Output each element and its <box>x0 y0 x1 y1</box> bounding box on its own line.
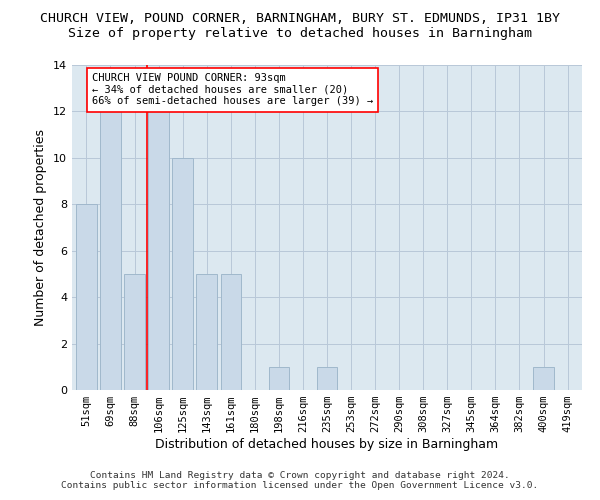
Bar <box>172 158 193 390</box>
Bar <box>76 204 97 390</box>
Text: Contains HM Land Registry data © Crown copyright and database right 2024.
Contai: Contains HM Land Registry data © Crown c… <box>61 470 539 490</box>
Y-axis label: Number of detached properties: Number of detached properties <box>34 129 47 326</box>
Bar <box>196 274 217 390</box>
Text: CHURCH VIEW POUND CORNER: 93sqm
← 34% of detached houses are smaller (20)
66% of: CHURCH VIEW POUND CORNER: 93sqm ← 34% of… <box>92 73 373 106</box>
Text: Size of property relative to detached houses in Barningham: Size of property relative to detached ho… <box>68 28 532 40</box>
Bar <box>221 274 241 390</box>
Bar <box>533 367 554 390</box>
Text: CHURCH VIEW, POUND CORNER, BARNINGHAM, BURY ST. EDMUNDS, IP31 1BY: CHURCH VIEW, POUND CORNER, BARNINGHAM, B… <box>40 12 560 26</box>
Bar <box>100 112 121 390</box>
Bar <box>148 112 169 390</box>
Bar <box>317 367 337 390</box>
Bar <box>124 274 145 390</box>
Bar <box>269 367 289 390</box>
X-axis label: Distribution of detached houses by size in Barningham: Distribution of detached houses by size … <box>155 438 499 451</box>
